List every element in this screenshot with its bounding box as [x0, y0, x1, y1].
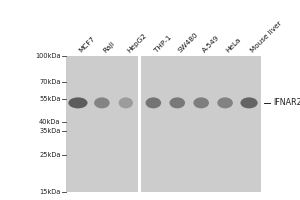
Ellipse shape [118, 97, 133, 108]
Text: 15kDa: 15kDa [39, 189, 61, 195]
Ellipse shape [217, 97, 233, 108]
Bar [141, 56, 261, 192]
Text: Raji: Raji [102, 40, 116, 54]
Text: 25kDa: 25kDa [39, 152, 61, 158]
Ellipse shape [68, 97, 88, 108]
Text: 40kDa: 40kDa [39, 119, 61, 125]
Text: HepG2: HepG2 [126, 32, 148, 54]
Text: 35kDa: 35kDa [39, 128, 61, 134]
Ellipse shape [240, 97, 258, 108]
Text: 55kDa: 55kDa [39, 96, 61, 102]
Ellipse shape [94, 97, 110, 108]
Text: IFNAR2: IFNAR2 [273, 98, 300, 107]
Text: 70kDa: 70kDa [39, 79, 61, 85]
Text: Mouse liver: Mouse liver [249, 20, 283, 54]
Bar [66, 56, 138, 192]
Text: THP-1: THP-1 [153, 35, 173, 54]
Text: 100kDa: 100kDa [35, 53, 61, 59]
Ellipse shape [169, 97, 185, 108]
Text: A-549: A-549 [201, 35, 220, 54]
Ellipse shape [194, 97, 209, 108]
Text: HeLa: HeLa [225, 37, 242, 54]
Text: MCF7: MCF7 [78, 36, 96, 54]
Text: SW480: SW480 [177, 32, 200, 54]
Ellipse shape [146, 97, 161, 108]
